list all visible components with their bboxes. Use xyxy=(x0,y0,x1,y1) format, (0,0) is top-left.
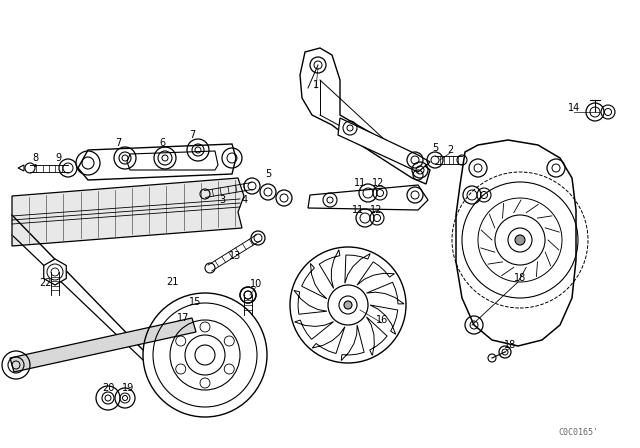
Text: 22: 22 xyxy=(39,278,51,288)
Text: 21: 21 xyxy=(166,277,178,287)
Text: 9: 9 xyxy=(55,153,61,163)
Text: 11: 11 xyxy=(354,178,366,188)
Text: 4: 4 xyxy=(242,195,248,205)
Text: 14: 14 xyxy=(568,103,580,113)
Circle shape xyxy=(515,235,525,245)
Text: 2: 2 xyxy=(447,145,453,155)
Polygon shape xyxy=(127,151,218,170)
Polygon shape xyxy=(308,185,428,210)
Text: 17: 17 xyxy=(177,313,189,323)
Text: 18: 18 xyxy=(514,273,526,283)
Text: 5: 5 xyxy=(265,169,271,179)
Text: 12: 12 xyxy=(372,178,384,188)
Text: 10: 10 xyxy=(250,279,262,289)
Text: 15: 15 xyxy=(189,297,201,307)
Polygon shape xyxy=(319,250,340,289)
Polygon shape xyxy=(367,282,404,304)
Text: 11: 11 xyxy=(352,205,364,215)
Text: 7: 7 xyxy=(115,138,121,148)
Text: 13: 13 xyxy=(229,251,241,261)
Polygon shape xyxy=(78,144,236,180)
Polygon shape xyxy=(370,305,397,334)
Circle shape xyxy=(344,301,352,309)
Polygon shape xyxy=(301,263,327,299)
Polygon shape xyxy=(357,262,394,285)
Polygon shape xyxy=(345,254,370,283)
Text: 3: 3 xyxy=(219,195,225,205)
Text: 18: 18 xyxy=(504,340,516,350)
Text: 6: 6 xyxy=(159,138,165,148)
Text: 7: 7 xyxy=(189,130,195,140)
Polygon shape xyxy=(18,165,24,171)
Text: 20: 20 xyxy=(102,383,114,393)
Polygon shape xyxy=(300,48,430,184)
Polygon shape xyxy=(341,325,364,361)
Polygon shape xyxy=(367,317,387,355)
Text: C0C0165': C0C0165' xyxy=(558,427,598,436)
Polygon shape xyxy=(312,327,345,353)
Polygon shape xyxy=(294,320,333,339)
Polygon shape xyxy=(294,290,327,314)
Polygon shape xyxy=(10,318,196,372)
Text: 1: 1 xyxy=(313,80,319,90)
Polygon shape xyxy=(456,140,576,346)
Text: 12: 12 xyxy=(370,205,382,215)
Text: 8: 8 xyxy=(32,153,38,163)
Text: 16: 16 xyxy=(376,315,388,325)
Polygon shape xyxy=(338,118,430,172)
Polygon shape xyxy=(44,259,67,285)
Polygon shape xyxy=(12,178,244,246)
Text: 19: 19 xyxy=(122,383,134,393)
Text: 5: 5 xyxy=(432,143,438,153)
